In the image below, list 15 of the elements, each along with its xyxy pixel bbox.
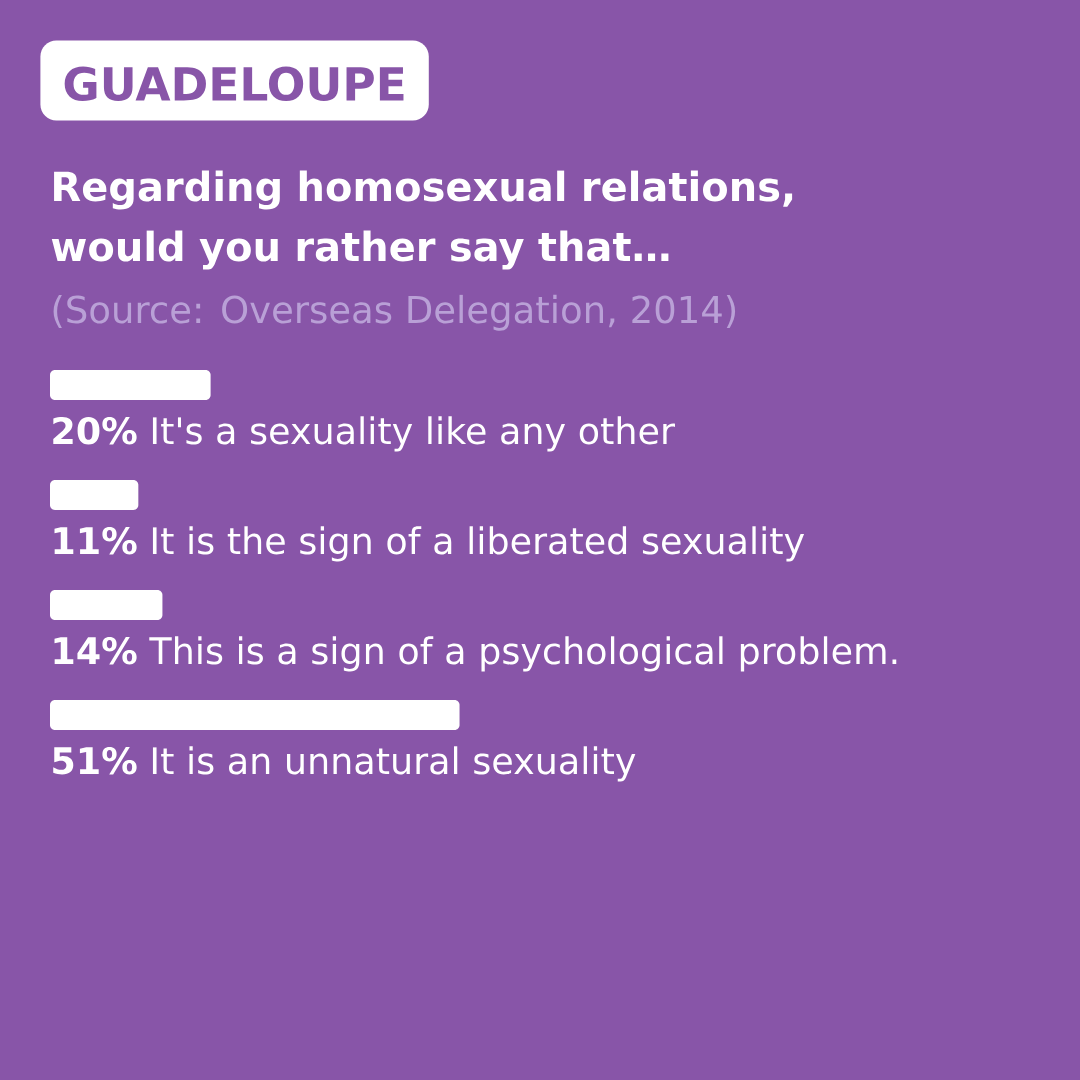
chart-title: Regarding homosexual relations, would you rather say that… (51, 170, 793, 270)
data-label: 20% (53, 416, 137, 445)
y-tick-label: It is an unnatural sexuality (152, 746, 636, 782)
y-tick-label: It's a sexuality like any other (152, 416, 675, 452)
data-label: 11% (54, 526, 137, 555)
y-tick-label: It is the sign of a liberated sexuality (152, 526, 805, 562)
bar (50, 590, 163, 620)
bar (50, 480, 139, 510)
text: (Source: Overseas Delegation, 2014) (53, 294, 736, 331)
text: GUADELOUPE (64, 66, 404, 102)
data-label: 14% (54, 636, 137, 665)
data-label: 51% (53, 746, 137, 775)
bar (50, 369, 211, 400)
bar (50, 700, 460, 730)
y-tick-label: This is a sign of a psychological problem. (149, 636, 897, 672)
